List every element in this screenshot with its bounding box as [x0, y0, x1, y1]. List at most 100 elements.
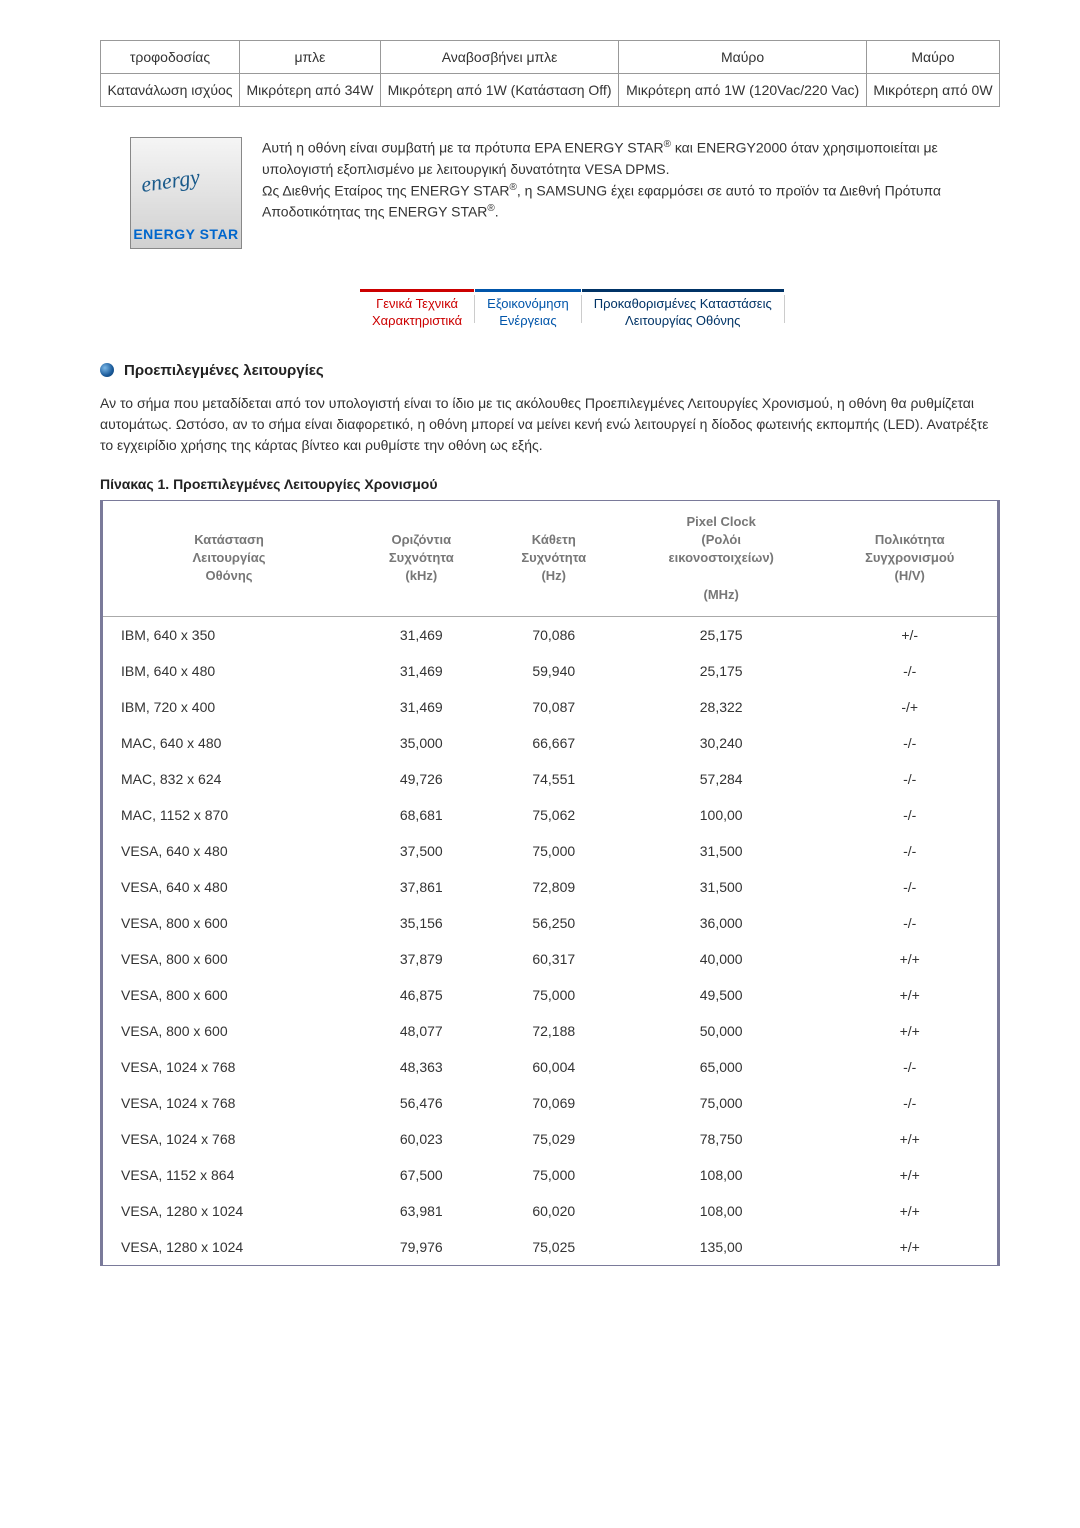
tabs-bar: Γενικά Τεχνικά Χαρακτηριστικά Εξοικονόμη…	[360, 289, 1000, 332]
table-cell: VESA, 1152 x 864	[103, 1157, 355, 1193]
table-cell: 37,500	[355, 833, 487, 869]
tab-energy-saving[interactable]: Εξοικονόμηση Ενέργειας	[475, 289, 581, 332]
reg-mark-2: ®	[510, 182, 517, 193]
table-cell: VESA, 1024 x 768	[103, 1049, 355, 1085]
timing-table: ΚατάστασηΛειτουργίαςΟθόνης ΟριζόντιαΣυχν…	[103, 501, 997, 1265]
table-row: VESA, 800 x 60037,87960,31740,000+/+	[103, 941, 997, 977]
th-polarity: ΠολικότηταΣυγχρονισμού(H/V)	[822, 501, 997, 616]
tab-2-line1: Εξοικονόμηση	[487, 296, 569, 311]
table-cell: +/+	[822, 1193, 997, 1229]
table-cell: MAC, 640 x 480	[103, 725, 355, 761]
reg-mark-1: ®	[664, 139, 671, 150]
timing-header-row: ΚατάστασηΛειτουργίαςΟθόνης ΟριζόντιαΣυχν…	[103, 501, 997, 616]
table-cell: 48,077	[355, 1013, 487, 1049]
table-cell: 78,750	[620, 1121, 822, 1157]
table-cell: 36,000	[620, 905, 822, 941]
table-cell: 46,875	[355, 977, 487, 1013]
table-cell: 31,469	[355, 616, 487, 653]
energy-text-2c: .	[495, 204, 499, 220]
energy-star-section: energy ENERGY STAR Αυτή η οθόνη είναι συ…	[100, 137, 1000, 249]
table-cell: 68,681	[355, 797, 487, 833]
table-cell: 25,175	[620, 653, 822, 689]
table-cell: 48,363	[355, 1049, 487, 1085]
table-cell: 37,861	[355, 869, 487, 905]
table-row: VESA, 1280 x 102463,98160,020108,00+/+	[103, 1193, 997, 1229]
table-cell: 35,000	[355, 725, 487, 761]
table-cell: Μικρότερη από 0W	[866, 74, 999, 107]
table-cell: Μαύρο	[866, 41, 999, 74]
section-heading: Προεπιλεγμένες λειτουργίες	[100, 362, 1000, 379]
table-cell: 60,023	[355, 1121, 487, 1157]
table-cell: Αναβοσβήνει μπλε	[380, 41, 618, 74]
table-cell: -/-	[822, 869, 997, 905]
table-cell: 56,476	[355, 1085, 487, 1121]
table-row: VESA, 640 x 48037,50075,00031,500-/-	[103, 833, 997, 869]
table-cell: VESA, 640 x 480	[103, 869, 355, 905]
table-row: IBM, 720 x 40031,46970,08728,322-/+	[103, 689, 997, 725]
table-cell: Μαύρο	[619, 41, 867, 74]
table-cell: 75,000	[488, 1157, 620, 1193]
th-hfreq: ΟριζόντιαΣυχνότητα(kHz)	[355, 501, 487, 616]
table-row: VESA, 1152 x 86467,50075,000108,00+/+	[103, 1157, 997, 1193]
table-cell: 40,000	[620, 941, 822, 977]
table-cell: 56,250	[488, 905, 620, 941]
table-cell: 74,551	[488, 761, 620, 797]
table-cell: 70,087	[488, 689, 620, 725]
tab-2-line2: Ενέργειας	[499, 313, 556, 328]
timing-table-caption: Πίνακας 1. Προεπιλεγμένες Λειτουργίες Χρ…	[100, 476, 1000, 492]
power-table-body: τροφοδοσίαςμπλεΑναβοσβήνει μπλεΜαύροΜαύρ…	[101, 41, 1000, 107]
page-content: τροφοδοσίαςμπλεΑναβοσβήνει μπλεΜαύροΜαύρ…	[0, 0, 1080, 1306]
table-cell: IBM, 640 x 350	[103, 616, 355, 653]
table-cell: VESA, 1024 x 768	[103, 1121, 355, 1157]
table-row: IBM, 640 x 35031,46970,08625,175+/-	[103, 616, 997, 653]
energy-star-script: energy	[139, 164, 201, 198]
energy-star-text: Αυτή η οθόνη είναι συμβατή με τα πρότυπα…	[262, 137, 1000, 223]
table-cell: VESA, 1024 x 768	[103, 1085, 355, 1121]
table-cell: μπλε	[240, 41, 381, 74]
table-cell: 72,809	[488, 869, 620, 905]
table-cell: +/+	[822, 1013, 997, 1049]
table-cell: 66,667	[488, 725, 620, 761]
table-cell: 31,469	[355, 653, 487, 689]
table-cell: MAC, 1152 x 870	[103, 797, 355, 833]
table-cell: 108,00	[620, 1157, 822, 1193]
tab-1-line1: Γενικά Τεχνικά	[376, 296, 458, 311]
table-cell: 79,976	[355, 1229, 487, 1265]
table-cell: -/-	[822, 725, 997, 761]
table-cell: VESA, 800 x 600	[103, 905, 355, 941]
energy-star-logo: energy ENERGY STAR	[130, 137, 242, 249]
table-cell: -/-	[822, 1085, 997, 1121]
table-cell: 70,086	[488, 616, 620, 653]
table-row: VESA, 1024 x 76860,02375,02978,750+/+	[103, 1121, 997, 1157]
table-cell: 31,469	[355, 689, 487, 725]
table-cell: 135,00	[620, 1229, 822, 1265]
table-cell: 31,500	[620, 833, 822, 869]
table-cell: Μικρότερη από 34W	[240, 74, 381, 107]
table-cell: Μικρότερη από 1W (120Vac/220 Vac)	[619, 74, 867, 107]
table-cell: VESA, 800 x 600	[103, 941, 355, 977]
table-cell: 37,879	[355, 941, 487, 977]
table-cell: 100,00	[620, 797, 822, 833]
table-cell: 50,000	[620, 1013, 822, 1049]
table-cell: 59,940	[488, 653, 620, 689]
power-table: τροφοδοσίαςμπλεΑναβοσβήνει μπλεΜαύροΜαύρ…	[100, 40, 1000, 107]
tab-general-specs[interactable]: Γενικά Τεχνικά Χαρακτηριστικά	[360, 289, 474, 332]
table-row: VESA, 800 x 60046,87575,00049,500+/+	[103, 977, 997, 1013]
table-cell: IBM, 720 x 400	[103, 689, 355, 725]
reg-mark-3: ®	[487, 203, 494, 214]
table-cell: 35,156	[355, 905, 487, 941]
table-row: VESA, 640 x 48037,86172,80931,500-/-	[103, 869, 997, 905]
tab-1-line2: Χαρακτηριστικά	[372, 313, 462, 328]
table-cell: IBM, 640 x 480	[103, 653, 355, 689]
table-cell: 49,726	[355, 761, 487, 797]
table-cell: 108,00	[620, 1193, 822, 1229]
tab-preset-modes[interactable]: Προκαθορισμένες Καταστάσεις Λειτουργίας …	[582, 289, 784, 332]
tab-3-line2: Λειτουργίας Οθόνης	[625, 313, 740, 328]
table-cell: 70,069	[488, 1085, 620, 1121]
th-mode: ΚατάστασηΛειτουργίαςΟθόνης	[103, 501, 355, 616]
table-row: τροφοδοσίαςμπλεΑναβοσβήνει μπλεΜαύροΜαύρ…	[101, 41, 1000, 74]
table-cell: MAC, 832 x 624	[103, 761, 355, 797]
table-cell: 67,500	[355, 1157, 487, 1193]
table-cell: 75,025	[488, 1229, 620, 1265]
table-cell: -/-	[822, 833, 997, 869]
